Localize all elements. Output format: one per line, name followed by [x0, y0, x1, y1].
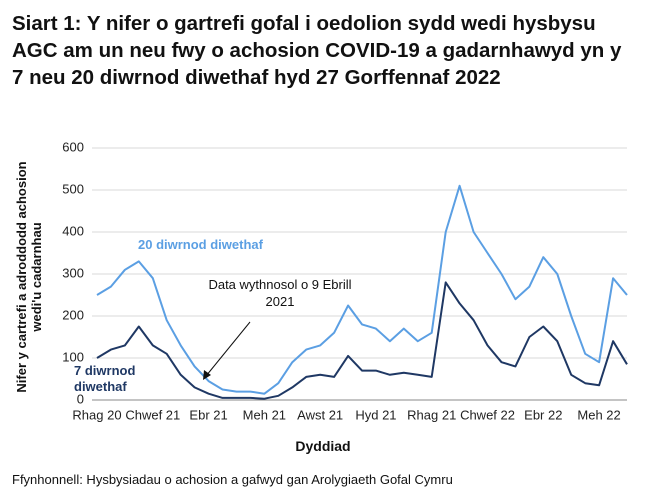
y-tick-label: 500 — [62, 181, 84, 196]
x-tick-label: Hyd 21 — [355, 407, 396, 422]
annotation-arrow — [205, 321, 251, 377]
x-tick-label: Ebr 21 — [189, 407, 227, 422]
y-tick-label: 0 — [77, 391, 84, 406]
x-tick-label: Rhag 20 — [72, 407, 121, 422]
x-tick-label: Meh 21 — [243, 407, 286, 422]
y-tick-label: 400 — [62, 223, 84, 238]
x-tick-label: Awst 21 — [297, 407, 343, 422]
y-tick-label: 200 — [62, 307, 84, 322]
series-line — [96, 184, 628, 395]
annotation: Data wythnosol o 9 Ebrill 2021 — [208, 277, 352, 309]
series-label: 7 diwrnod diwethaf — [74, 363, 136, 394]
x-tick-label: Chwef 21 — [125, 407, 180, 422]
series-label: 20 diwrnod diwethaf — [138, 237, 263, 252]
x-tick-label: Ebr 22 — [524, 407, 562, 422]
x-tick-label: Meh 22 — [577, 407, 620, 422]
y-tick-label: 100 — [62, 349, 84, 364]
y-tick-label: 300 — [62, 265, 84, 280]
y-axis-label: Nifer y cartrefi a adroddodd achosion we… — [14, 161, 44, 393]
x-tick-label: Chwef 22 — [460, 407, 515, 422]
series-line — [96, 281, 628, 400]
x-axis-label: Dyddiad — [295, 438, 351, 454]
source: Ffynhonnell: Hysbysiadau o achosion a ga… — [12, 472, 453, 487]
arrow-head — [203, 370, 211, 380]
x-tick-label: Rhag 21 — [407, 407, 456, 422]
y-tick-label: 600 — [62, 139, 84, 154]
chart-title: Siart 1: Y nifer o gartrefi gofal i oedo… — [12, 12, 622, 89]
